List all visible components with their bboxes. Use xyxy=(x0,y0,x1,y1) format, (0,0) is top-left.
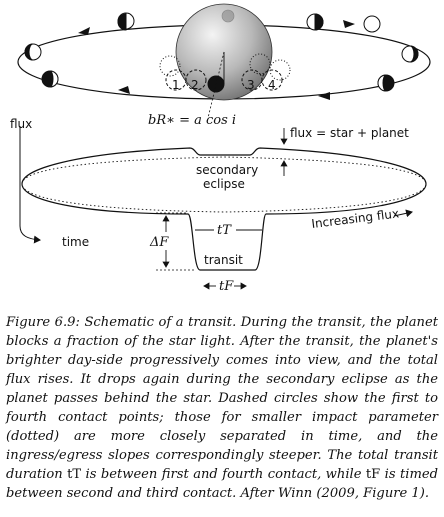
orbit-arrow-upper-right xyxy=(343,20,355,28)
transit-duration-label: tT xyxy=(217,223,232,238)
contact-circle-dotted-upper-left xyxy=(159,55,181,77)
impact-relation-label: bR∗ = a cos i xyxy=(148,113,236,128)
planet-behind-star xyxy=(221,9,235,23)
figure-caption: Figure 6.9: Schematic of a transit. Duri… xyxy=(6,313,438,503)
planet-crescent-lower-right xyxy=(377,74,395,92)
impact-radius-line xyxy=(207,51,225,119)
secondary-eclipse-label-line1: secondary xyxy=(196,163,258,177)
caption-text-a: Schematic of a transit. During the trans… xyxy=(6,315,438,482)
orbit-arrow-lower-left xyxy=(118,86,130,94)
planet-crescent-lower-left xyxy=(41,70,59,88)
contact-circles xyxy=(159,53,291,91)
flux-star-planet-label: flux = star + planet xyxy=(290,126,409,140)
full-duration-label: tF xyxy=(219,279,234,294)
contact-label-4: 4 xyxy=(268,78,276,92)
transit-schematic: 1 2 3 4 bR∗ = a cos i flux time flux = s… xyxy=(10,3,431,294)
orbit-arrow-lower-right xyxy=(318,92,330,100)
orbit-planet-phases xyxy=(24,12,419,92)
planet-full-phase xyxy=(363,15,381,33)
secondary-eclipse-label-line2: eclipse xyxy=(203,177,245,191)
contact-circle-dotted-upper-right xyxy=(249,53,271,75)
orbit-arrow-upper-left xyxy=(78,27,90,35)
caption-text-b: is between first and fourth contact, whi… xyxy=(81,467,366,482)
planet-half-phase-right xyxy=(306,13,324,31)
light-curve-dotted-baseline xyxy=(21,156,427,213)
planet-crescent-far-right xyxy=(401,45,419,63)
caption-text-c: is timed between second and third contac… xyxy=(6,467,439,501)
light-curve-main xyxy=(21,147,427,271)
contact-circle-2 xyxy=(185,69,207,91)
caption-sym-tT: tT xyxy=(67,467,82,482)
depth-label: ΔF xyxy=(149,235,169,250)
time-axis-curve xyxy=(19,225,41,244)
orbit-direction-arrows xyxy=(78,20,355,100)
contact-label-1: 1 xyxy=(172,78,180,92)
flux-axis-label: flux xyxy=(10,117,32,131)
increasing-flux-arrow xyxy=(393,209,413,218)
contact-label-2: 2 xyxy=(191,78,199,92)
planet-crescent-far-left xyxy=(24,43,42,61)
light-curve xyxy=(21,147,427,271)
contact-circle-dotted-right xyxy=(269,59,291,81)
transit-label: transit xyxy=(204,253,243,267)
contact-circle-4 xyxy=(261,69,283,91)
caption-sym-tF: tF xyxy=(365,467,381,482)
contact-label-3: 3 xyxy=(247,78,255,92)
planet-half-phase-left xyxy=(117,12,135,31)
caption-label: Figure 6.9: xyxy=(6,315,80,330)
time-axis-label: time xyxy=(62,235,89,249)
